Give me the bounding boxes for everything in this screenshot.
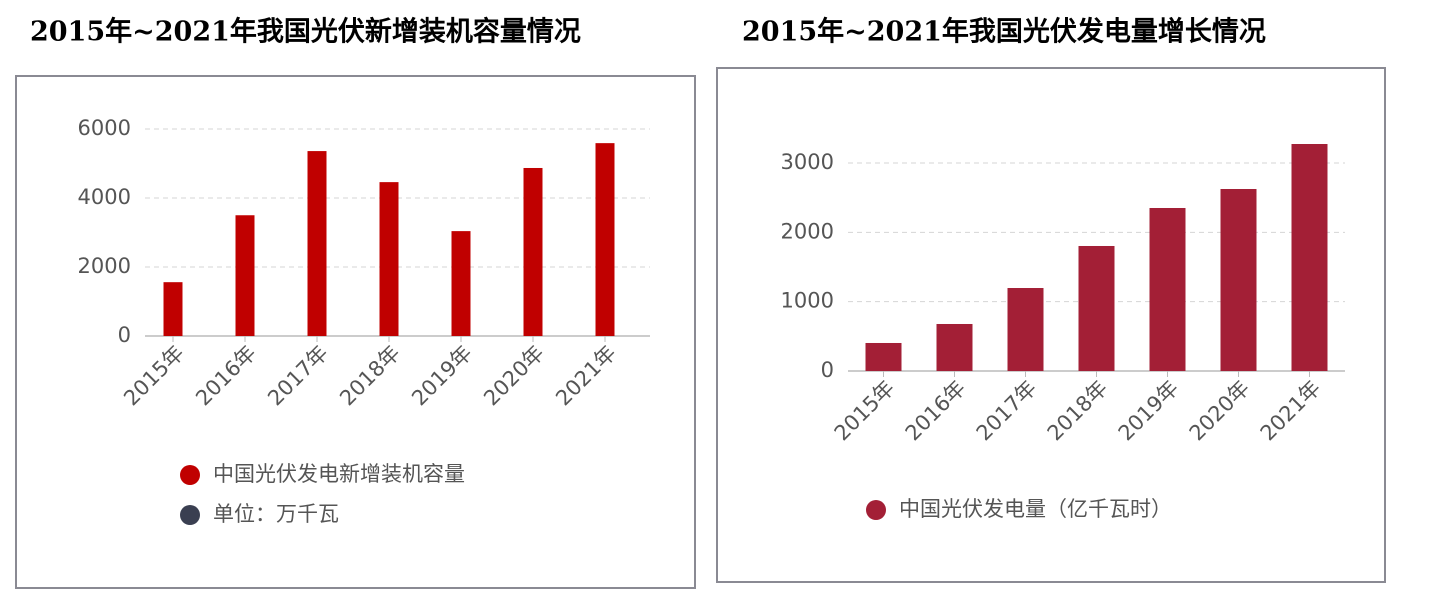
x-tick-label: 2019年	[1114, 376, 1184, 446]
x-tick-label: 2016年	[191, 341, 261, 411]
bar	[595, 143, 615, 336]
x-tick-label: 2020年	[1185, 376, 1255, 446]
x-tick-label: 2018年	[1043, 376, 1113, 446]
legend-marker	[180, 505, 200, 525]
chart-title: 2015年~2021年我国光伏发电量增长情况	[742, 16, 1266, 48]
y-tick-label: 2000	[78, 254, 131, 278]
bar	[936, 323, 973, 371]
x-tick-label: 2019年	[407, 341, 477, 411]
bar	[451, 231, 471, 336]
y-tick-label: 4000	[78, 185, 131, 209]
chart-title: 2015年~2021年我国光伏新增装机容量情况	[30, 16, 581, 48]
bar	[1078, 245, 1115, 371]
bar	[1220, 189, 1257, 371]
bar	[865, 342, 902, 371]
legend-label: 单位：万千瓦	[213, 502, 339, 526]
bar	[523, 167, 543, 336]
y-tick-label: 1000	[781, 289, 834, 313]
bar	[163, 282, 183, 336]
bar	[307, 151, 327, 336]
x-tick-label: 2016年	[901, 376, 971, 446]
legend-marker	[866, 500, 886, 520]
y-tick-label: 2000	[781, 219, 834, 243]
x-tick-label: 2015年	[830, 376, 900, 446]
panel-frame	[15, 75, 696, 589]
y-tick-label: 3000	[781, 150, 834, 174]
x-tick-label: 2021年	[551, 341, 621, 411]
bar	[1149, 207, 1186, 371]
legend-label: 中国光伏发电量（亿千瓦时）	[899, 497, 1172, 521]
panel-frame	[716, 67, 1386, 583]
y-tick-label: 0	[118, 323, 131, 347]
x-tick-label: 2018年	[335, 341, 405, 411]
x-tick-label: 2015年	[119, 341, 189, 411]
bar	[1291, 144, 1328, 371]
bar	[379, 182, 399, 336]
bar	[1007, 288, 1044, 371]
x-tick-label: 2021年	[1256, 376, 1326, 446]
legend-marker	[180, 465, 200, 485]
y-tick-label: 6000	[78, 116, 131, 140]
x-tick-label: 2017年	[972, 376, 1042, 446]
y-tick-label: 0	[821, 358, 834, 382]
legend-label: 中国光伏发电新增装机容量	[213, 462, 465, 486]
x-tick-label: 2017年	[263, 341, 333, 411]
bar	[235, 215, 255, 336]
x-tick-label: 2020年	[479, 341, 549, 411]
